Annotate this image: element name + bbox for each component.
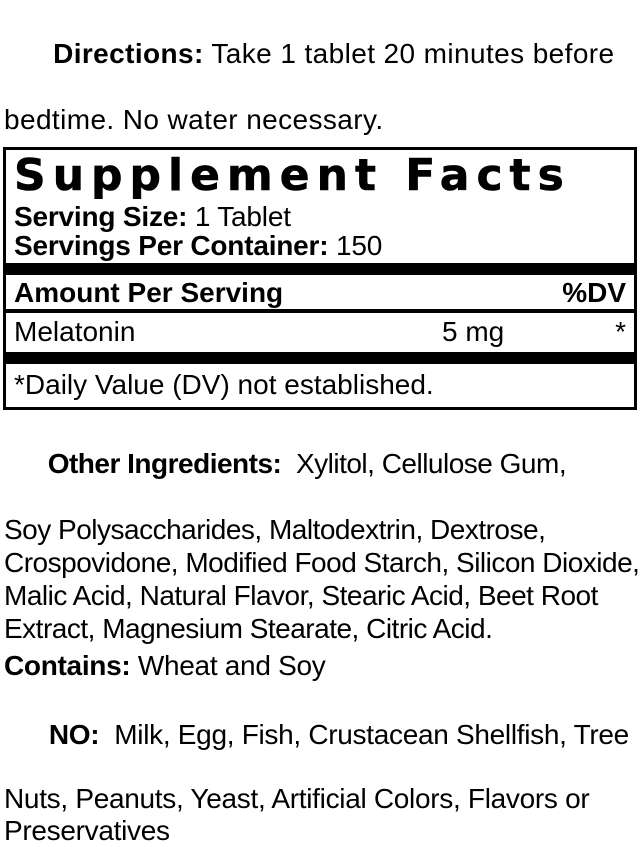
directions-label: Directions: [53,38,204,69]
other-ingredients-line-3: Crospovidone, Modified Food Starch, Sili… [4,547,640,578]
serving-size-value: 1 Tablet [187,201,291,232]
facts-header-row: Amount Per Serving %DV [6,275,634,309]
other-ingredients-line-5: Extract, Magnesium Stearate, Citric Acid… [4,613,493,644]
no-statement-line-3: Preservatives [4,815,170,846]
nutrient-dv-asterisk: * [615,316,626,347]
thick-divider-bar-bottom [6,352,634,364]
other-ingredients-text: Xylitol, Cellulose Gum, [281,448,567,479]
thin-divider-rule [6,309,634,313]
serving-size-line: Serving Size: 1 Tablet [6,202,634,231]
supplement-facts-panel: Supplement Facts Serving Size: 1 Tablet … [3,147,637,410]
directions-line-2: bedtime. No water necessary. [4,104,384,135]
other-ingredients-line-2: Soy Polysaccharides, Maltodextrin, Dextr… [4,514,546,545]
directions-paragraph: Directions: Take 1 tablet 20 minutes bef… [0,0,640,136]
other-ingredients-line-1: Other Ingredients: Xylitol, Cellulose Gu… [4,414,637,513]
other-ingredients-line-4: Malic Acid, Natural Flavor, Stearic Acid… [4,580,598,611]
nutrient-name: Melatonin [14,316,136,347]
supplement-facts-title: Supplement Facts [14,150,571,199]
serving-size-label: Serving Size: [14,201,188,232]
other-ingredients-paragraph: Other Ingredients: Xylitol, Cellulose Gu… [0,410,640,645]
dv-footnote: *Daily Value (DV) not established. [14,369,434,400]
other-ingredients-label: Other Ingredients: [47,448,282,479]
contains-value: Wheat and Soy [130,650,326,681]
dv-header: %DV [562,277,626,308]
directions-line-1: Directions: Take 1 tablet 20 minutes bef… [4,4,638,103]
nutrient-row-melatonin: Melatonin 5 mg * [6,313,634,349]
no-statement-paragraph: NO: Milk, Egg, Fish, Crustacean Shellfis… [0,682,640,847]
contains-label: Contains: [4,650,131,681]
servings-per-container-value: 150 [328,230,383,261]
no-statement-line-2: Nuts, Peanuts, Yeast, Artificial Colors,… [4,783,590,814]
no-statement-text: Milk, Egg, Fish, Crustacean Shellfish, T… [99,719,629,750]
no-statement-line-1: NO: Milk, Egg, Fish, Crustacean Shellfis… [4,687,637,783]
no-statement-label: NO: [48,719,100,750]
nutrient-amount: 5 mg [442,316,505,347]
thick-divider-bar-top [6,263,634,275]
servings-per-container-line: Servings Per Container: 150 [6,231,634,260]
contains-line: Contains: Wheat and Soy [0,645,640,682]
directions-text: Take 1 tablet 20 minutes before [203,38,615,69]
servings-per-container-label: Servings Per Container: [14,230,329,261]
amount-per-serving-header: Amount Per Serving [14,277,284,308]
